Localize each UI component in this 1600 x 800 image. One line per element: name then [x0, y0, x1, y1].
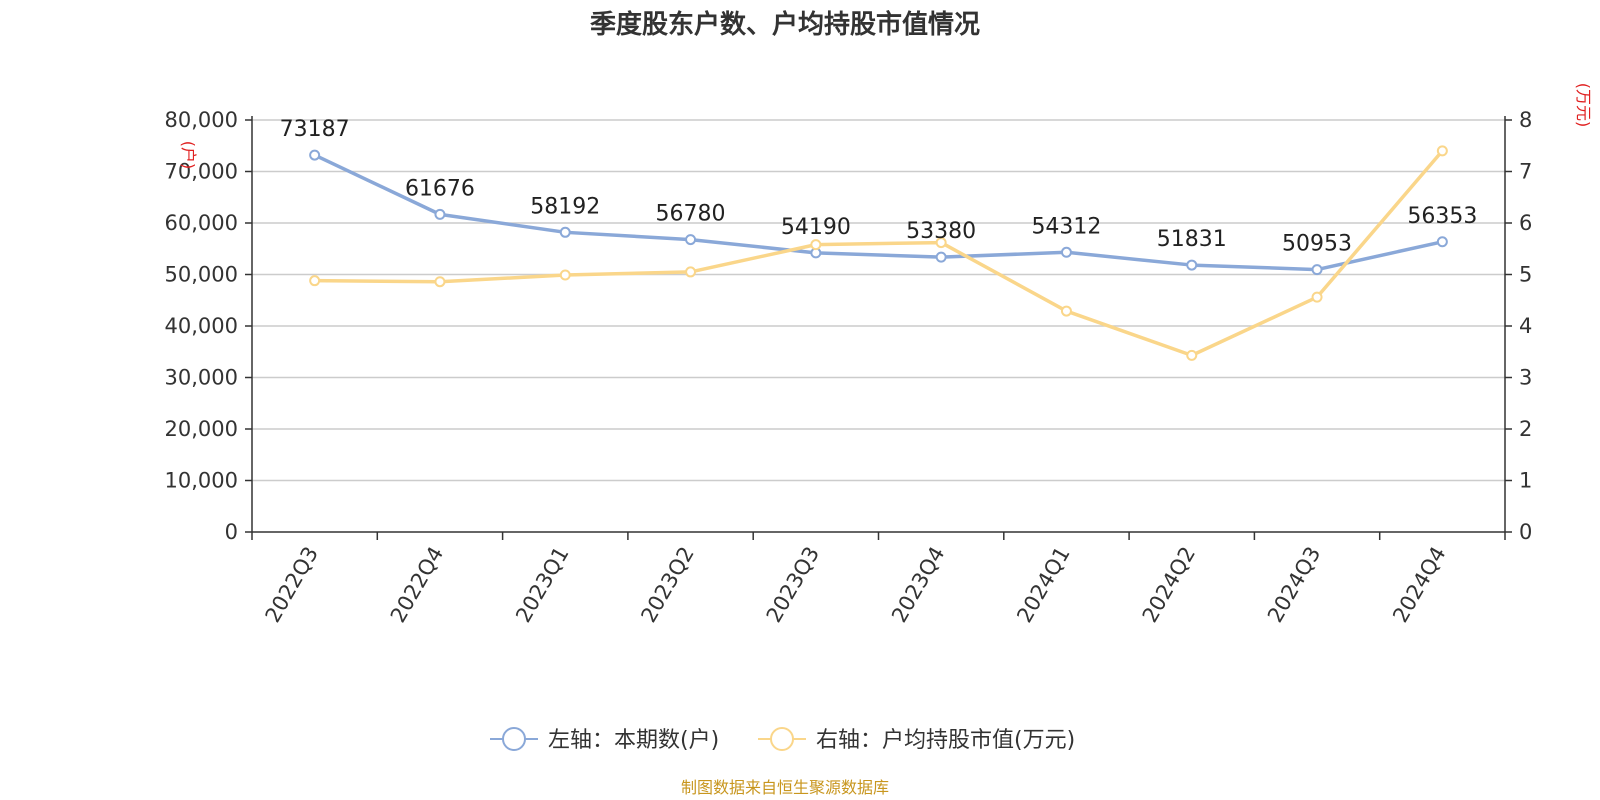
left-axis-unit: (户) [179, 141, 198, 170]
data-point-holders [309, 149, 321, 161]
left-tick-label: 40,000 [165, 314, 238, 338]
x-tick-label: 2024Q1 [1012, 543, 1074, 627]
x-tick-label: 2022Q4 [386, 543, 448, 627]
data-label: 73187 [280, 117, 350, 142]
data-point-avg-value [1436, 145, 1448, 157]
data-labels: 73187 61676 58192 56780 54190 53380 54312 51831… [280, 117, 1478, 257]
left-tick-label: 30,000 [165, 366, 238, 390]
data-label: 51831 [1157, 227, 1227, 252]
left-tick-label: 0 [225, 520, 238, 544]
data-label: 50953 [1282, 232, 1352, 257]
left-tick-label: 60,000 [165, 211, 238, 235]
grid [252, 119, 1505, 482]
data-label: 56780 [656, 202, 726, 227]
right-axis-unit: (万元) [1574, 83, 1593, 128]
data-point-holders [1186, 259, 1198, 271]
right-tick-label: 4 [1519, 314, 1532, 338]
right-tick-label: 6 [1519, 211, 1532, 235]
data-label: 54190 [781, 215, 851, 240]
right-tick-label: 1 [1519, 469, 1532, 493]
right-tick-label: 3 [1519, 366, 1532, 390]
data-point-avg-value [1186, 349, 1198, 361]
left-tick-label: 80,000 [165, 108, 238, 132]
legend[interactable]: 左轴：本期数(户) 右轴：户均持股市值(万元) [490, 727, 1075, 753]
right-tick-label: 0 [1519, 520, 1532, 544]
data-point-avg-value [559, 269, 571, 281]
legend-marker-icon [502, 727, 526, 751]
chart-title: 季度股东户数、户均持股市值情况 [590, 9, 980, 40]
x-tick-label: 2024Q4 [1388, 543, 1450, 627]
data-label: 56353 [1407, 204, 1477, 229]
data-point-avg-value [1060, 305, 1072, 317]
data-point-holders [1311, 264, 1323, 276]
source-note: 制图数据来自恒生聚源数据库 [681, 778, 889, 797]
data-point-avg-value [935, 237, 947, 249]
legend-label: 右轴：户均持股市值(万元) [816, 728, 1075, 753]
data-label: 58192 [530, 194, 600, 219]
data-point-holders [559, 226, 571, 238]
left-tick-label: 70,000 [165, 160, 238, 184]
data-point-holders [685, 234, 697, 246]
data-point-holders [434, 208, 446, 220]
x-tick-label: 2023Q3 [762, 543, 824, 627]
right-tick-label: 7 [1519, 160, 1532, 184]
data-point-avg-value [1311, 291, 1323, 303]
x-tick-label: 2022Q3 [261, 543, 323, 627]
left-tick-label: 10,000 [165, 469, 238, 493]
series-line-holders [313, 153, 1443, 272]
legend-label: 左轴：本期数(户) [548, 728, 719, 753]
x-tick-label: 2023Q2 [636, 543, 698, 627]
series-line-avg-value [314, 149, 1444, 358]
series-layer [309, 145, 1448, 361]
left-tick-label: 50,000 [165, 263, 238, 287]
legend-marker-icon [770, 727, 794, 751]
data-label: 53380 [906, 219, 976, 244]
legend-item-holders[interactable]: 左轴：本期数(户) [490, 727, 719, 753]
data-point-avg-value [434, 276, 446, 288]
data-point-holders [1060, 246, 1072, 258]
data-label: 61676 [405, 176, 475, 201]
data-point-holders [1436, 236, 1448, 248]
right-tick-label: 2 [1519, 417, 1532, 441]
right-tick-label: 5 [1519, 263, 1532, 287]
left-tick-label: 20,000 [165, 417, 238, 441]
x-tick-label: 2024Q3 [1263, 543, 1325, 627]
x-tick-label: 2023Q4 [887, 543, 949, 627]
data-point-avg-value [685, 266, 697, 278]
data-label: 54312 [1031, 214, 1101, 239]
axes: 0 10,000 20,000 30,000 40,000 50,000 60,000 70,… [165, 108, 1533, 627]
data-point-avg-value [810, 239, 822, 251]
x-tick-label: 2024Q2 [1138, 543, 1200, 627]
right-tick-label: 8 [1519, 108, 1532, 132]
x-tick-label: 2023Q1 [511, 543, 573, 627]
legend-item-avg-value[interactable]: 右轴：户均持股市值(万元) [758, 727, 1075, 753]
data-point-holders [935, 251, 947, 263]
data-point-avg-value [309, 275, 321, 287]
